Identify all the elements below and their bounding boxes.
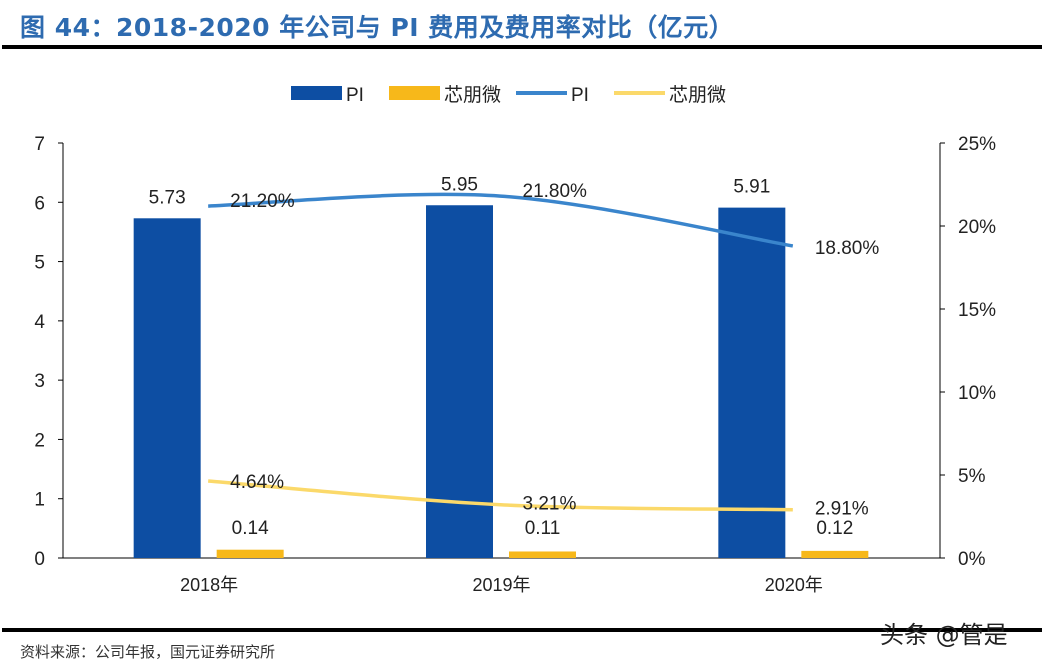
right-tick-label: 25% (958, 134, 996, 155)
left-tick-label: 1 (34, 490, 45, 511)
x-tick-label: 2020年 (765, 575, 823, 595)
bottom-rule (2, 628, 1042, 632)
bar-data-label: 5.91 (733, 177, 770, 198)
bar-data-label: 0.14 (232, 518, 269, 539)
figure-title: 图 44：2018-2020 年公司与 PI 费用及费用率对比（亿元） (20, 13, 735, 42)
left-tick-label: 2 (34, 430, 45, 451)
bar-data-label: 0.11 (525, 518, 561, 539)
line-data-label: 2.91% (815, 499, 869, 520)
left-tick-label: 5 (34, 253, 45, 274)
x-tick-label: 2018年 (180, 575, 238, 595)
line-data-label: 3.21% (523, 494, 577, 515)
bar-xinpengwei (216, 549, 284, 558)
bar-data-label: 5.95 (441, 174, 478, 195)
right-tick-label: 0% (958, 549, 986, 570)
legend-label: PI (571, 85, 589, 106)
bar-xinpengwei (509, 551, 576, 558)
top-rule (2, 45, 1042, 49)
legend-swatch (291, 86, 342, 100)
x-tick-label: 2019年 (472, 575, 530, 595)
legend-label: PI (346, 85, 364, 106)
line-xinpengwei (208, 479, 793, 512)
right-tick-label: 5% (958, 466, 986, 487)
left-tick-label: 3 (34, 371, 45, 392)
source-note: 资料来源：公司年报，国元证券研究所 (20, 643, 276, 661)
bar-data-label: 5.73 (149, 187, 186, 208)
left-tick-label: 7 (34, 134, 45, 155)
bar-data-label: 0.12 (816, 518, 853, 539)
legend-label: 芯朋微 (669, 84, 726, 106)
left-tick-label: 6 (34, 193, 45, 214)
left-tick-label: 0 (34, 549, 45, 570)
bar-xinpengwei (801, 550, 869, 558)
line-data-label: 21.80% (523, 181, 588, 202)
bar-pi (133, 218, 201, 559)
legend-label: 芯朋微 (444, 84, 501, 106)
line-pi (208, 192, 794, 248)
right-tick-label: 10% (958, 383, 996, 404)
line-data-label: 21.20% (230, 191, 295, 212)
left-tick-label: 4 (34, 312, 45, 333)
watermark: 头条 @管是 (880, 621, 1008, 649)
line-data-label: 18.80% (815, 238, 880, 259)
right-tick-label: 15% (958, 300, 996, 321)
line-data-label: 4.64% (230, 472, 284, 493)
bar-pi (718, 207, 786, 558)
right-tick-label: 20% (958, 217, 996, 238)
legend-swatch (389, 86, 440, 100)
